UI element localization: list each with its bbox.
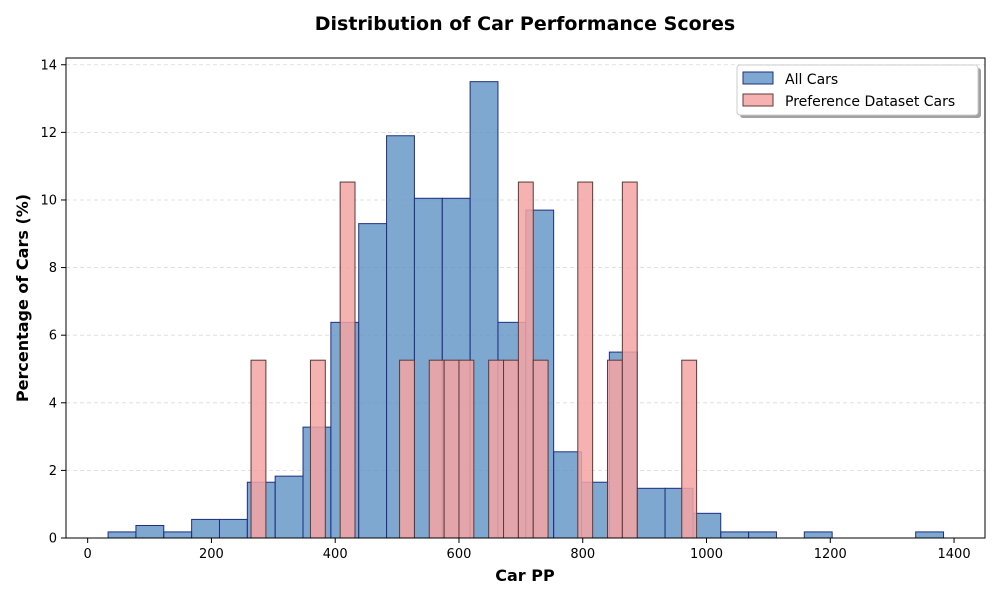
- y-tick-label-7: 14: [40, 58, 57, 73]
- all-cars-bar-22: [720, 531, 750, 539]
- x-tick-label-3: 600: [447, 547, 472, 562]
- preference-bar-5: [443, 359, 460, 539]
- all-cars-bar-0: [107, 531, 137, 539]
- all-cars-bar-24: [803, 531, 833, 539]
- preference-bar-2: [339, 181, 356, 539]
- x-tick-label-7: 1400: [938, 547, 971, 562]
- y-tick-label-2: 4: [49, 396, 57, 411]
- plot-frame: [65, 57, 986, 539]
- preference-bar-10: [532, 359, 549, 539]
- x-axis-label: Car PP: [495, 566, 555, 585]
- preference-bar-0: [250, 359, 267, 539]
- all-cars-bar-25: [915, 531, 945, 539]
- x-tick-label-0: 0: [84, 547, 92, 562]
- y-axis-ticks: 0 2 4 6 8 10 12 14: [40, 58, 66, 547]
- y-tick-label-4: 8: [49, 261, 57, 276]
- x-tick-label-2: 400: [323, 547, 348, 562]
- legend-label-preference: Preference Dataset Cars: [785, 94, 955, 110]
- preference-bar-6: [458, 359, 475, 539]
- preference-bar-9: [517, 181, 534, 539]
- preference-bar-4: [428, 359, 445, 539]
- legend-box: [736, 64, 979, 116]
- x-tick-label-6: 1200: [814, 547, 847, 562]
- all-cars-bar-9: [358, 223, 388, 539]
- all-cars-bar-4: [218, 518, 248, 539]
- preference-bar-8: [503, 359, 519, 539]
- all-cars-bar-6: [274, 475, 304, 539]
- legend-swatch-all-cars: [742, 71, 774, 85]
- series-preference-bars: [250, 181, 698, 539]
- preference-bar-13: [621, 181, 638, 539]
- all-cars-bar-3: [191, 518, 220, 539]
- y-tick-label-3: 6: [49, 329, 57, 344]
- preference-bar-1: [309, 359, 326, 539]
- legend-label-all-cars: All Cars: [785, 72, 838, 88]
- preference-bar-11: [577, 181, 594, 539]
- y-tick-label-6: 12: [40, 126, 57, 141]
- y-tick-label-0: 0: [49, 532, 57, 547]
- preference-bar-14: [681, 359, 698, 539]
- all-cars-bar-1: [135, 524, 165, 539]
- x-tick-label-1: 200: [199, 547, 224, 562]
- legend-swatch-preference: [742, 93, 774, 107]
- all-cars-bar-16: [553, 451, 583, 539]
- y-tick-label-5: 10: [40, 193, 57, 208]
- preference-bar-12: [606, 359, 623, 539]
- y-axis-label: Percentage of Cars (%): [13, 194, 32, 402]
- y-tick-label-1: 2: [49, 464, 57, 479]
- x-axis-ticks: 0 200 400 600 800 1000 1200 1400: [84, 538, 971, 562]
- all-cars-bar-2: [163, 531, 193, 539]
- legend: All Cars Preference Dataset Cars: [736, 64, 981, 118]
- preference-bar-7: [488, 359, 505, 539]
- preference-bar-3: [399, 359, 415, 539]
- all-cars-bar-23: [748, 531, 777, 539]
- x-tick-label-4: 800: [570, 547, 595, 562]
- chart-title: Distribution of Car Performance Scores: [315, 13, 736, 35]
- x-tick-label-5: 1000: [690, 547, 723, 562]
- all-cars-bar-19: [636, 487, 666, 539]
